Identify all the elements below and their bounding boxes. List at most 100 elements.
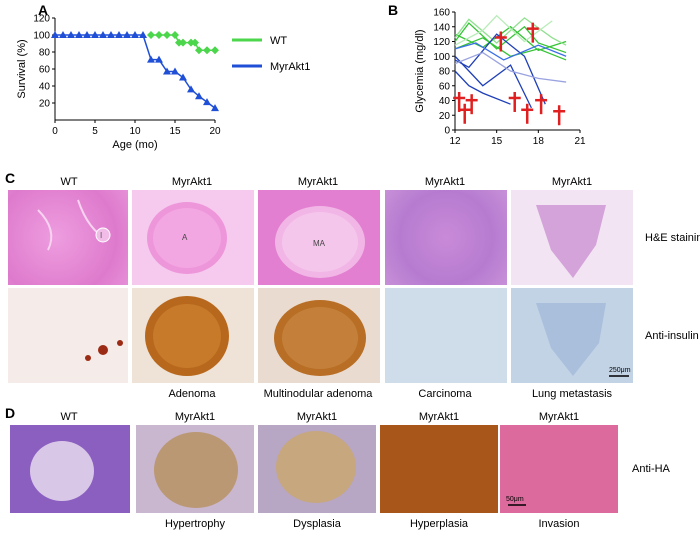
y-tick-label: 0: [444, 126, 450, 137]
death-cross-marker: [535, 94, 548, 115]
panel-d-column-title-wt: WT: [60, 411, 78, 423]
panel-d-column-title-hypertrophy: MyrAkt1: [174, 411, 216, 423]
panel-d-column-title-invasion: MyrAkt1: [538, 411, 580, 423]
insulin-metastasis-texture: 250μm: [536, 303, 631, 377]
y-tick-label: 140: [433, 22, 450, 33]
panel-d-column-title-hyperplasia: MyrAkt1: [418, 411, 460, 423]
panel-letter-b: B: [388, 2, 399, 18]
data-point-myrakt1: [91, 31, 99, 38]
adenoma-letter-a: A: [182, 233, 188, 242]
he-adenoma-texture: A: [147, 202, 227, 274]
survival-chart: 20 40 60 80 100 120 0 5 10 15 20 Age (mo) Survival (…: [16, 14, 310, 152]
x-tick-label: 15: [491, 136, 503, 147]
panel-c-column-title-adenoma: MyrAkt1: [171, 176, 213, 188]
insulin-adenoma-image: [132, 288, 254, 383]
data-point-myrakt1: [211, 104, 219, 112]
data-point-wt: [163, 31, 171, 39]
legend-label-myrakt1: MyrAkt1: [270, 61, 310, 73]
y-tick-label: 80: [39, 48, 51, 59]
x-tick-label: 5: [92, 126, 98, 137]
data-point-myrakt1: [171, 67, 179, 75]
data-point-myrakt1: [59, 31, 67, 38]
y-axis-label: Survival (%): [16, 39, 28, 98]
he-metastasis-image: [511, 190, 633, 285]
data-point-myrakt1: [51, 31, 59, 38]
data-point-myrakt1: [147, 55, 155, 63]
panel-letter-c: C: [5, 170, 16, 186]
y-tick-label: 20: [439, 111, 451, 122]
glycemia-line-myrakt1: [454, 70, 511, 105]
ha-hypertrophy-texture: [154, 432, 238, 508]
caption-hypertrophy: Hypertrophy: [165, 518, 225, 530]
x-axis-label: Age (mo): [112, 139, 157, 151]
y-tick-label: 120: [433, 37, 450, 48]
data-point-myrakt1: [83, 31, 91, 38]
row-label-anti-insulin: Anti-insulin: [645, 330, 699, 342]
data-point-myrakt1: [139, 31, 147, 38]
y-tick-label: 80: [439, 67, 451, 78]
x-tick-label: 0: [52, 126, 58, 137]
x-tick-label: 10: [129, 126, 141, 137]
data-point-wt: [191, 38, 199, 47]
y-tick-label: 60: [439, 81, 451, 92]
multinodular-letter-ma: MA: [313, 239, 326, 248]
glycemia-chart: 0 20 40 60 80 100 120 140 160 12 15 18 21 Glycemia (m…: [414, 8, 586, 148]
y-axis-label: Glycemia (mg/dl): [414, 29, 426, 112]
data-point-wt: [195, 46, 203, 55]
death-cross-marker: [553, 105, 566, 126]
ha-hyperplasia-image: [380, 425, 498, 513]
data-point-myrakt1: [155, 55, 163, 63]
caption-dysplasia: Dysplasia: [293, 518, 341, 530]
y-tick-label: 40: [39, 82, 51, 93]
caption-invasion: Invasion: [538, 518, 580, 530]
data-point-wt: [179, 38, 187, 47]
panel-letter-d: D: [5, 405, 16, 421]
x-tick-label: 18: [533, 136, 545, 147]
data-point-wt: [147, 31, 155, 39]
glycemia-line-myrakt1: [454, 51, 567, 83]
insulin-multinodular-image: [258, 288, 380, 383]
y-tick-label: 20: [39, 99, 51, 110]
glycemia-line-myrakt1: [454, 42, 567, 61]
ha-dysplasia-image: [258, 425, 376, 513]
row-label-anti-ha: Anti-HA: [632, 463, 670, 475]
data-point-myrakt1: [99, 31, 107, 38]
panel-c-column-title-metastasis: MyrAkt1: [551, 176, 593, 188]
glycemia-line-wt: [454, 17, 567, 46]
data-point-myrakt1: [115, 31, 123, 38]
insulin-wt-image: [8, 288, 128, 383]
scale-bar-50: 50μm: [506, 496, 524, 503]
glycemia-line-myrakt1: [454, 33, 546, 105]
y-tick-label: 100: [433, 52, 450, 63]
death-cross-marker: [508, 91, 521, 112]
data-point-wt: [211, 46, 219, 55]
ha-invasion-image: 50μm: [500, 425, 618, 513]
glycemia-line-wt: [454, 37, 567, 61]
data-point-myrakt1: [195, 92, 203, 100]
glycemia-line-wt: [454, 22, 567, 54]
insulin-adenoma-texture: [145, 296, 229, 376]
insulin-wt-texture: [85, 340, 123, 361]
death-cross-marker: [494, 31, 507, 52]
y-tick-label: 120: [33, 14, 50, 25]
he-adenoma-image: A: [132, 190, 254, 285]
death-cross-marker: [465, 94, 478, 115]
ha-hypertrophy-image: [136, 425, 254, 513]
he-multinodular-image: MA: [258, 190, 380, 285]
ha-dysplasia-texture: [276, 431, 356, 503]
islet-letter-i: I: [100, 231, 102, 240]
he-wt-image: I: [8, 190, 128, 285]
death-cross-marker: [526, 22, 539, 43]
row-label-he: H&E staining: [645, 232, 700, 244]
data-point-myrakt1: [107, 31, 115, 38]
data-point-wt: [203, 46, 211, 55]
he-wt-texture: I: [37, 199, 111, 251]
y-tick-label: 60: [39, 65, 51, 76]
caption-multinodular-adenoma: Multinodular adenoma: [263, 388, 373, 400]
legend-label-wt: WT: [270, 35, 287, 47]
data-point-myrakt1: [203, 98, 211, 106]
y-tick-label: 160: [433, 8, 450, 19]
panel-c-column-title-multinodular: MyrAkt1: [297, 176, 339, 188]
ha-invasion-texture: 50μm: [506, 496, 526, 506]
data-point-myrakt1: [131, 31, 139, 38]
